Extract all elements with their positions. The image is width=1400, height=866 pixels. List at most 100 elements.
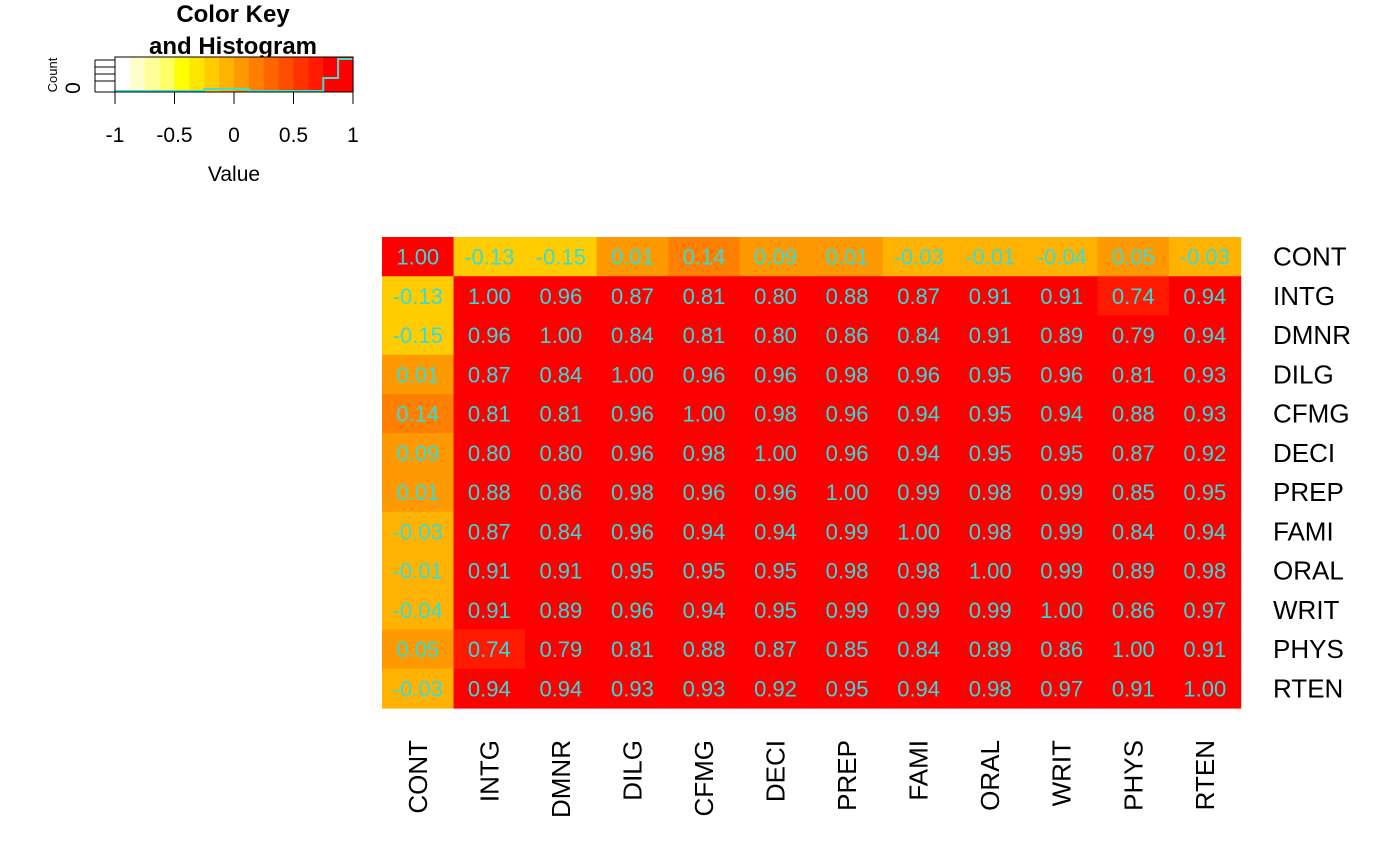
heatmap-cell — [1169, 315, 1242, 356]
heatmap-cell-value: 0.85 — [826, 637, 869, 662]
heatmap-cell — [453, 590, 526, 631]
color-key-swatch — [293, 57, 309, 92]
heatmap-cell-value: 1.00 — [1112, 637, 1155, 662]
heatmap-cell — [1169, 629, 1242, 670]
heatmap-cell — [1025, 394, 1099, 434]
heatmap-cell-value: 0.87 — [468, 362, 511, 387]
heatmap-cell — [382, 629, 455, 670]
heatmap-cell — [453, 433, 526, 474]
heatmap-row-label: DILG — [1273, 359, 1334, 389]
heatmap-cell-value: 0.84 — [611, 323, 654, 348]
heatmap-cell — [1025, 551, 1099, 591]
heatmap-cell-value: 0.89 — [539, 598, 582, 623]
color-key-swatch — [129, 57, 146, 92]
heatmap-cell — [954, 551, 1027, 591]
heatmap-cell-value: 0.05 — [1112, 245, 1155, 270]
heatmap-cell-value: 0.95 — [969, 441, 1012, 466]
heatmap-column-label: DILG — [617, 740, 647, 801]
heatmap-cell — [668, 237, 741, 277]
heatmap-cell-value: 0.05 — [396, 637, 439, 662]
heatmap-cell — [453, 668, 526, 709]
heatmap-cell-value: 1.00 — [826, 480, 869, 505]
heatmap-column-label: WRIT — [1047, 740, 1077, 807]
heatmap-cell-value: 0.84 — [897, 637, 940, 662]
heatmap-cell — [882, 276, 955, 317]
heatmap-cell — [739, 433, 812, 474]
color-key-swatch — [338, 57, 354, 92]
heatmap-cell — [882, 590, 955, 631]
heatmap-cell-value: 0.93 — [1183, 402, 1226, 427]
heatmap-cell-value: 1.00 — [683, 402, 726, 427]
heatmap-cell-value: 0.14 — [396, 402, 439, 427]
heatmap-cell — [1097, 354, 1170, 395]
heatmap-cell — [668, 629, 741, 670]
heatmap-cell — [954, 433, 1027, 474]
heatmap-cell-value: 0.96 — [826, 402, 869, 427]
heatmap-cell — [525, 629, 598, 670]
color-key-y-tick: 0 — [62, 82, 85, 94]
heatmap-cell-value: 1.00 — [897, 519, 940, 544]
heatmap-cell — [668, 511, 741, 552]
heatmap-cell-value: 0.99 — [1040, 519, 1083, 544]
heatmap-cell — [811, 511, 884, 552]
heatmap-cell-value: 0.87 — [468, 519, 511, 544]
heatmap-column-label: DECI — [761, 740, 791, 802]
heatmap-cell-value: 0.79 — [539, 637, 582, 662]
heatmap-cell — [954, 394, 1027, 434]
heatmap-cell-value: 0.91 — [468, 598, 511, 623]
heatmap-row-label: ORAL — [1273, 556, 1344, 586]
heatmap-cell-value: 1.00 — [539, 323, 582, 348]
heatmap-cell-value: 0.98 — [1183, 559, 1226, 584]
heatmap-cell — [1097, 394, 1170, 434]
heatmap-cell-value: 0.86 — [1040, 637, 1083, 662]
heatmap-cell-value: 0.01 — [396, 480, 439, 505]
heatmap-row-label: DMNR — [1273, 320, 1351, 350]
heatmap-cell — [811, 472, 884, 513]
heatmap-cell — [954, 315, 1027, 356]
heatmap-cell-value: 0.84 — [539, 362, 582, 387]
heatmap-cell — [668, 472, 741, 513]
heatmap-cell-value: 0.81 — [468, 402, 511, 427]
heatmap-cell — [1097, 237, 1170, 277]
heatmap-cell-value: 1.00 — [611, 362, 654, 387]
heatmap-cell — [739, 590, 812, 631]
heatmap-cell — [382, 433, 455, 474]
color-key-axis: -1 -0.5 0 0.5 1 — [106, 91, 359, 147]
heatmap-cell-value: 0.87 — [1112, 441, 1155, 466]
color-key-swatch — [174, 57, 190, 92]
heatmap-cell — [739, 472, 812, 513]
heatmap-cell — [882, 394, 955, 434]
heatmap-cell — [739, 668, 812, 709]
heatmap-cell — [382, 590, 455, 631]
heatmap-cell-value: 0.89 — [1040, 323, 1083, 348]
heatmap-cell — [453, 551, 526, 591]
heatmap-cell-value: 0.96 — [611, 598, 654, 623]
heatmap-cell — [668, 394, 741, 434]
heatmap-cell-value: 0.99 — [1040, 559, 1083, 584]
heatmap-cell — [1169, 551, 1242, 591]
heatmap-cell — [811, 315, 884, 356]
heatmap-cell-value: 0.95 — [611, 559, 654, 584]
heatmap-cell — [811, 276, 884, 317]
heatmap-cell-value: 0.96 — [754, 480, 797, 505]
heatmap-cell-value: 0.99 — [826, 598, 869, 623]
heatmap-cell-value: 0.81 — [1112, 362, 1155, 387]
heatmap-cell-value: 0.94 — [897, 676, 940, 701]
heatmap-cell — [453, 354, 526, 395]
heatmap-cell — [525, 276, 598, 317]
heatmap-cell-value: 1.00 — [1040, 598, 1083, 623]
heatmap-cell — [739, 629, 812, 670]
color-key-title-line2: and Histogram — [149, 33, 317, 60]
heatmap-cell — [1025, 315, 1099, 356]
heatmap-cell — [382, 276, 455, 317]
color-key-swatch — [204, 57, 220, 92]
heatmap-cell-value: 0.93 — [683, 676, 726, 701]
heatmap-cell-value: 0.84 — [897, 323, 940, 348]
heatmap-cell — [525, 315, 598, 356]
heatmap-cell-value: 0.91 — [468, 559, 511, 584]
heatmap-cell-value: 0.79 — [1112, 323, 1155, 348]
heatmap-cell — [811, 394, 884, 434]
heatmap-column-label: CFMG — [689, 740, 719, 817]
heatmap-cell-value: 0.94 — [1183, 284, 1226, 309]
heatmap-cell-value: 0.96 — [611, 519, 654, 544]
